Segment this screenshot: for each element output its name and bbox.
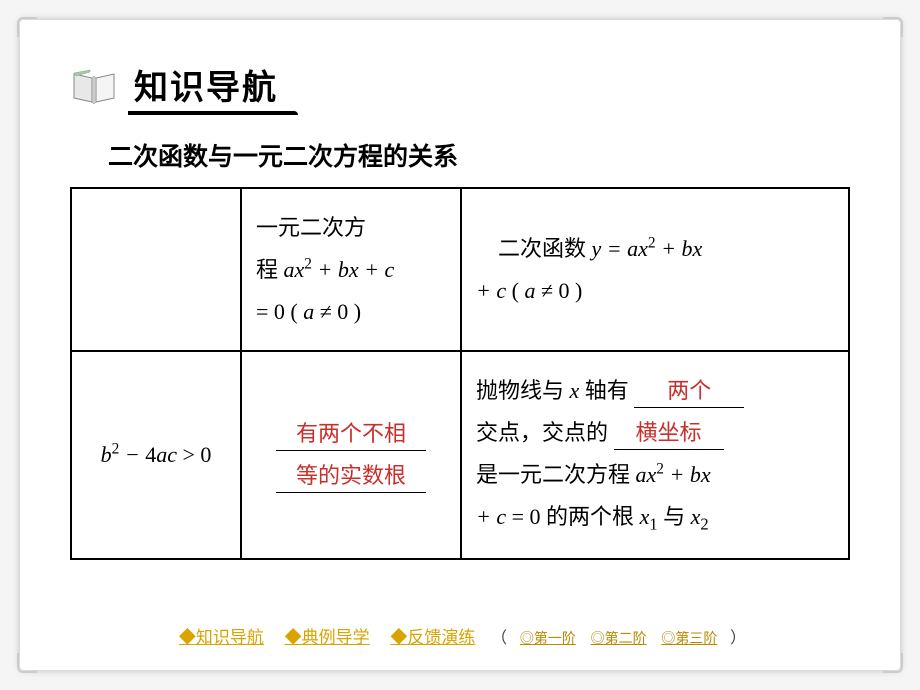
nav-level-3[interactable]: ◎第三阶 (661, 630, 717, 646)
corner (883, 17, 903, 37)
nav-examples[interactable]: ◆典例导学 (285, 628, 370, 647)
cell-equation-header: 一元二次方 程 ax2 + bx + c = 0 ( a ≠ 0 ) (241, 188, 461, 351)
nav-knowledge[interactable]: ◆知识导航 (179, 628, 264, 647)
corner (883, 653, 903, 673)
paren-close: ） (730, 630, 746, 647)
cell-roots: 有两个不相 等的实数根 (241, 351, 461, 558)
corner (17, 17, 37, 37)
slide: 知识导航 二次函数与一元二次方程的关系 一元二次方 程 ax2 + bx + c… (20, 20, 900, 670)
nav-level-1[interactable]: ◎第一阶 (520, 630, 576, 646)
cell-empty (71, 188, 241, 351)
header: 知识导航 (70, 60, 850, 115)
paren-open: （ (491, 630, 507, 647)
subtitle: 二次函数与一元二次方程的关系 (108, 137, 850, 173)
section-title: 知识导航 (128, 60, 284, 115)
corner (17, 653, 37, 673)
table-row: b2 − 4ac > 0 有两个不相 等的实数根 抛物线与 x 轴有 两个 交点… (71, 351, 849, 558)
nav-level-2[interactable]: ◎第二阶 (591, 630, 647, 646)
table-row: 一元二次方 程 ax2 + bx + c = 0 ( a ≠ 0 ) 二次函数 … (71, 188, 849, 351)
cell-discriminant: b2 − 4ac > 0 (71, 351, 241, 558)
cell-parabola: 抛物线与 x 轴有 两个 交点，交点的 横坐标 是一元二次方程 ax2 + bx… (461, 351, 849, 558)
nav-practice[interactable]: ◆反馈演练 (390, 628, 475, 647)
footer-nav: ◆知识导航 ◆典例导学 ◆反馈演练 （ ◎第一阶 ◎第二阶 ◎第三阶 ） (20, 623, 900, 648)
content-table: 一元二次方 程 ax2 + bx + c = 0 ( a ≠ 0 ) 二次函数 … (70, 187, 850, 560)
cell-function-header: 二次函数 y = ax2 + bx + c ( a ≠ 0 ) (461, 188, 849, 351)
book-icon (70, 68, 118, 108)
